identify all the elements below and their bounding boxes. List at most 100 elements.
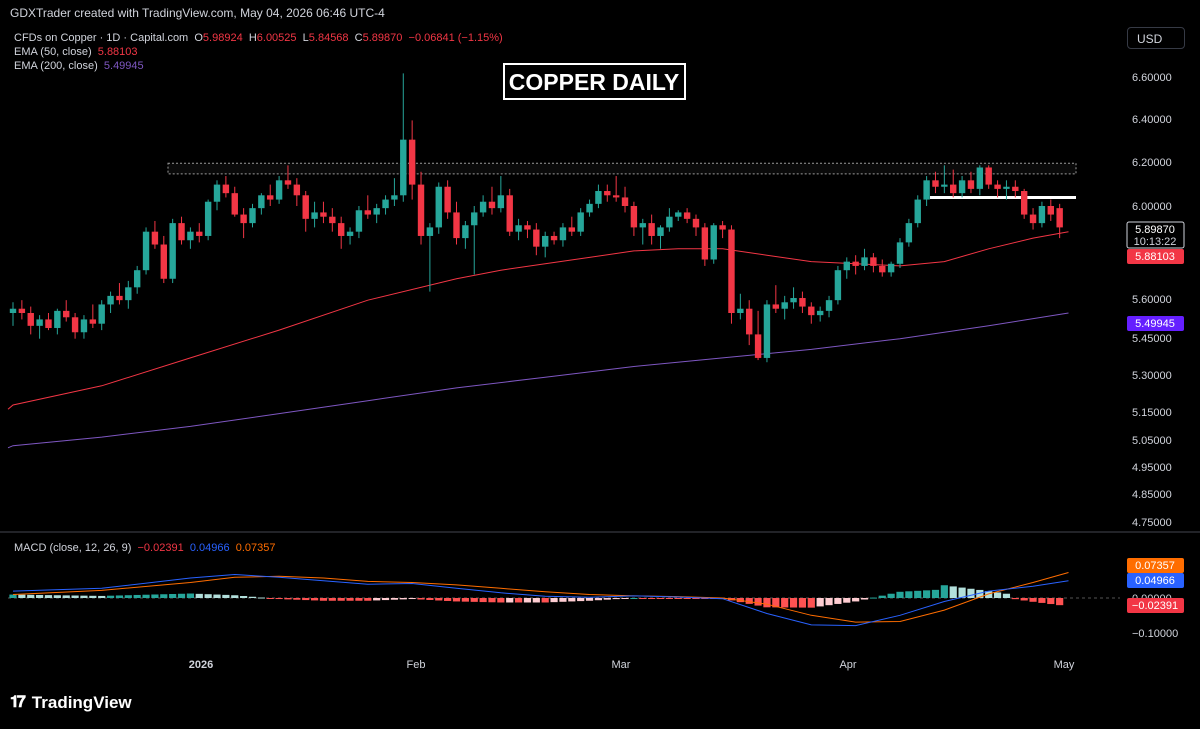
candle[interactable] xyxy=(746,300,753,346)
candle[interactable] xyxy=(98,300,105,331)
macd-histogram-bar[interactable] xyxy=(479,598,487,603)
macd-histogram-bar[interactable] xyxy=(949,586,957,598)
candle[interactable] xyxy=(914,195,921,228)
candle[interactable] xyxy=(790,287,797,309)
candle[interactable] xyxy=(479,195,487,217)
macd-histogram-bar[interactable] xyxy=(27,594,35,598)
candle[interactable] xyxy=(941,165,948,194)
macd-histogram-bar[interactable] xyxy=(958,587,966,598)
candle[interactable] xyxy=(178,216,185,245)
candle[interactable] xyxy=(657,225,664,249)
candle[interactable] xyxy=(763,300,771,363)
macd-histogram-bar[interactable] xyxy=(195,593,203,598)
candle[interactable] xyxy=(932,171,939,194)
candle[interactable] xyxy=(18,300,26,320)
macd-histogram-bar[interactable] xyxy=(825,598,833,606)
candle[interactable] xyxy=(36,315,43,339)
macd-histogram-bar[interactable] xyxy=(585,598,594,601)
ema50-line[interactable] xyxy=(7,231,1069,410)
candle[interactable] xyxy=(861,248,868,271)
candle[interactable] xyxy=(1003,180,1010,200)
macd-histogram-bar[interactable] xyxy=(142,594,150,598)
macd-histogram-bar[interactable] xyxy=(656,598,665,599)
macd-histogram-bar[interactable] xyxy=(674,598,682,599)
candle[interactable] xyxy=(577,208,584,236)
candle[interactable] xyxy=(870,253,877,273)
candle[interactable] xyxy=(311,201,318,228)
macd-histogram-bar[interactable] xyxy=(18,594,26,598)
macd-histogram-bar[interactable] xyxy=(541,598,549,603)
macd-histogram-bar[interactable] xyxy=(745,598,753,604)
candle[interactable] xyxy=(462,220,469,249)
macd-histogram-bar[interactable] xyxy=(763,598,771,608)
macd-histogram-bar[interactable] xyxy=(381,598,390,601)
macd-histogram-bar[interactable] xyxy=(905,591,913,598)
candle[interactable] xyxy=(737,293,744,320)
candle[interactable] xyxy=(923,176,930,206)
macd-histogram-bar[interactable] xyxy=(319,598,328,601)
candle[interactable] xyxy=(373,203,380,224)
candle[interactable] xyxy=(524,220,531,239)
candle[interactable] xyxy=(444,180,451,219)
candle[interactable] xyxy=(515,218,522,241)
macd-histogram-bar[interactable] xyxy=(36,594,44,598)
macd-histogram-bar[interactable] xyxy=(506,598,514,603)
candle[interactable] xyxy=(63,300,70,322)
macd-histogram-bar[interactable] xyxy=(923,590,931,598)
macd-histogram-bar[interactable] xyxy=(683,598,691,599)
ema200-line[interactable] xyxy=(7,312,1069,449)
candle[interactable] xyxy=(320,201,327,224)
macd-histogram-bar[interactable] xyxy=(89,595,97,598)
candle[interactable] xyxy=(187,227,194,249)
currency-button[interactable]: USD xyxy=(1127,27,1185,49)
macd-histogram-bar[interactable] xyxy=(275,598,283,600)
candle[interactable] xyxy=(329,208,336,232)
candle[interactable] xyxy=(346,227,354,245)
macd-histogram-bar[interactable] xyxy=(896,591,904,598)
macd-histogram-bar[interactable] xyxy=(44,595,53,598)
ema50-badge[interactable]: 5.88103 xyxy=(1127,249,1184,264)
macd-histogram-bar[interactable] xyxy=(204,594,212,598)
candle[interactable] xyxy=(719,220,726,239)
macd-histogram-bar[interactable] xyxy=(816,598,824,607)
macd-histogram-bar[interactable] xyxy=(248,596,257,598)
macd-histogram-bar[interactable] xyxy=(692,598,700,599)
macd-histogram-bar[interactable] xyxy=(931,589,940,598)
candle[interactable] xyxy=(683,208,691,224)
macd-histogram-bar[interactable] xyxy=(186,593,194,598)
macd-histogram-bar[interactable] xyxy=(80,595,88,598)
candle[interactable] xyxy=(71,313,79,339)
price-chart[interactable]: COPPER DAILY 6.60000 6.40000 6.20000 6.0000… xyxy=(0,0,1200,685)
macd-histogram-bar[interactable] xyxy=(1002,593,1011,598)
macd-histogram-bar[interactable] xyxy=(284,598,292,600)
macd-histogram-bar[interactable] xyxy=(417,598,425,600)
macd-histogram-bar[interactable] xyxy=(630,598,638,599)
candle[interactable] xyxy=(568,216,576,236)
macd-histogram-bar[interactable] xyxy=(337,598,345,601)
macd-histogram-bar[interactable] xyxy=(665,598,673,599)
macd-histogram-bar[interactable] xyxy=(355,598,363,601)
candle[interactable] xyxy=(249,203,256,228)
candle[interactable] xyxy=(825,295,833,318)
macd-histogram-bar[interactable] xyxy=(852,598,860,602)
macd-histogram-bar[interactable] xyxy=(124,595,132,598)
macd-histogram-bar[interactable] xyxy=(452,598,461,602)
candle[interactable] xyxy=(453,201,460,245)
candle[interactable] xyxy=(843,257,850,279)
candle[interactable] xyxy=(160,235,167,284)
macd-histogram-bar[interactable] xyxy=(426,598,434,601)
macd-histogram-bar[interactable] xyxy=(461,598,469,602)
macd-histogram-bar[interactable] xyxy=(266,598,274,599)
macd-histogram-bar[interactable] xyxy=(71,595,79,598)
macd-signal-badge[interactable]: 0.07357 xyxy=(1127,558,1184,573)
macd-histogram-bar[interactable] xyxy=(594,598,603,601)
candle[interactable] xyxy=(1038,201,1046,228)
macd-histogram-bar[interactable] xyxy=(177,593,186,598)
candle[interactable] xyxy=(9,302,17,326)
macd-histogram-bar[interactable] xyxy=(390,598,399,600)
candle[interactable] xyxy=(612,176,620,202)
macd-histogram-bar[interactable] xyxy=(860,598,869,600)
macd-histogram-bar[interactable] xyxy=(1047,598,1055,605)
candle[interactable] xyxy=(852,255,859,275)
candle[interactable] xyxy=(728,225,735,324)
